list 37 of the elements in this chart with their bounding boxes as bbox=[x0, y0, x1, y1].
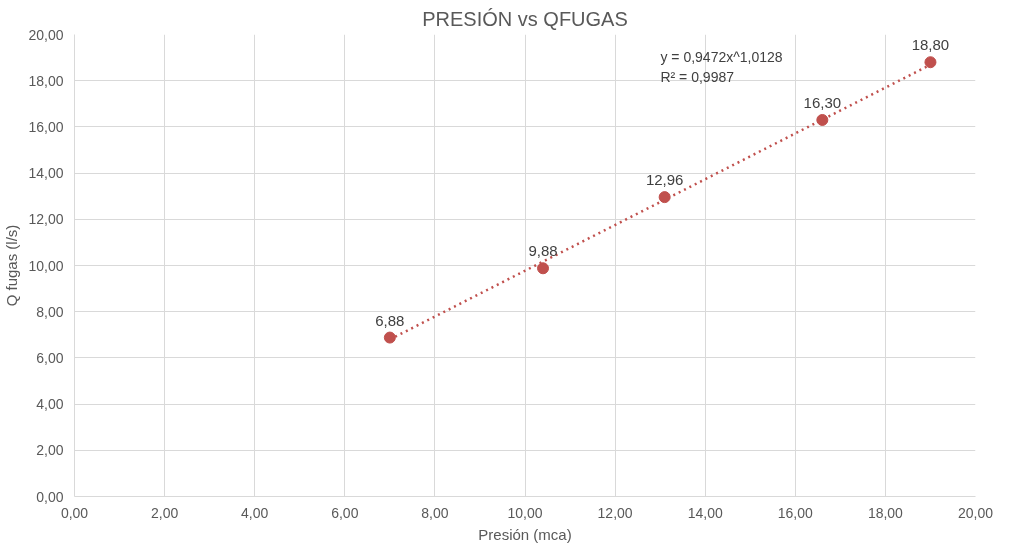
data-label: 12,96 bbox=[645, 171, 684, 189]
chart-title: PRESIÓN vs QFUGAS bbox=[422, 7, 628, 30]
y-tick-label: 18,00 bbox=[28, 72, 64, 89]
x-tick-label: 2,00 bbox=[150, 504, 179, 521]
data-label: 6,88 bbox=[375, 311, 405, 329]
y-tick-label: 12,00 bbox=[28, 211, 64, 228]
x-axis-title: Presión (mca) bbox=[478, 525, 572, 543]
point bbox=[383, 331, 396, 344]
annotation: y = 0,9472x^1,0128 bbox=[660, 48, 783, 65]
point bbox=[924, 56, 937, 69]
x-tick-label: 16,00 bbox=[777, 504, 814, 521]
y-tick-label: 10,00 bbox=[28, 257, 64, 274]
y-tick-label: 4,00 bbox=[36, 396, 64, 413]
x-tick-label: 20,00 bbox=[957, 504, 994, 521]
x-tick-label: 12,00 bbox=[597, 504, 633, 521]
y-axis-title: Q fugas (l/s) bbox=[3, 224, 21, 307]
y-tick-label: 20,00 bbox=[28, 26, 64, 43]
x-tick-label: 14,00 bbox=[687, 504, 723, 521]
x-tick-label: 18,00 bbox=[867, 504, 904, 521]
x-tick-label: 8,00 bbox=[421, 504, 449, 521]
point bbox=[816, 113, 829, 126]
data-label: 18,80 bbox=[911, 36, 950, 54]
data-label: 16,30 bbox=[803, 93, 842, 111]
point bbox=[537, 262, 550, 275]
y-tick-label: 6,00 bbox=[36, 349, 64, 366]
x-tick-label: 0,00 bbox=[60, 504, 89, 521]
data-label: 9,88 bbox=[528, 242, 558, 260]
point bbox=[658, 191, 671, 204]
x-tick-label: 6,00 bbox=[331, 504, 359, 521]
y-tick-label: 8,00 bbox=[36, 303, 64, 320]
annotation: R² = 0,9987 bbox=[660, 68, 735, 85]
y-tick-label: 0,00 bbox=[36, 488, 64, 505]
y-tick-label: 2,00 bbox=[36, 442, 64, 459]
x-tick-label: 10,00 bbox=[507, 504, 543, 521]
y-tick-label: 16,00 bbox=[28, 118, 64, 135]
x-tick-label: 4,00 bbox=[241, 504, 269, 521]
y-tick-label: 14,00 bbox=[28, 165, 64, 182]
